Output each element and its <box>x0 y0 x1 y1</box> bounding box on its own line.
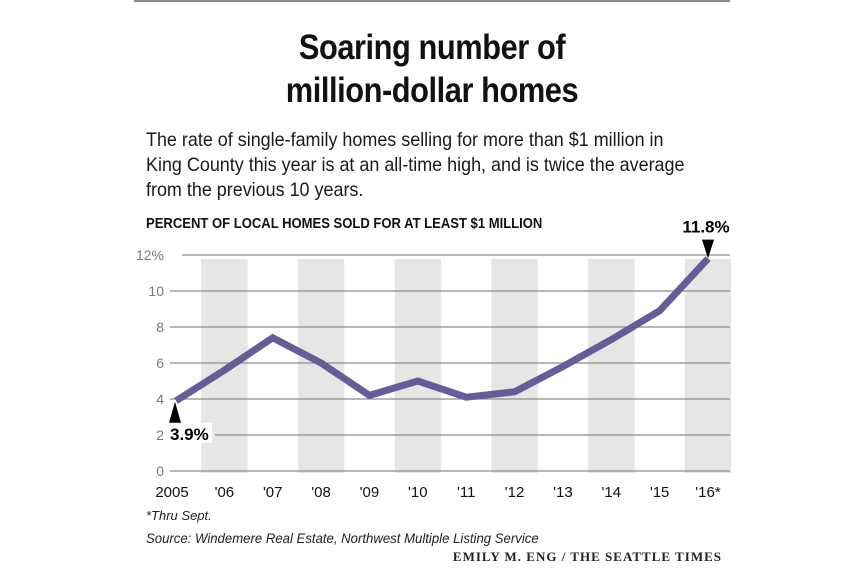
x-tick-label: '13 <box>553 484 573 501</box>
x-tick-label: '15 <box>650 484 670 501</box>
top-rule <box>134 0 730 2</box>
title-line-1: Soaring number of <box>298 28 566 67</box>
source-note: Source: Windemere Real Estate, Northwest… <box>146 530 539 546</box>
x-tick-label: '07 <box>263 484 283 501</box>
y-tick-label: 0 <box>156 463 164 479</box>
column-band <box>684 259 732 473</box>
x-tick-label: '09 <box>360 484 380 501</box>
column-band <box>394 259 442 473</box>
column-band <box>491 259 538 473</box>
x-tick-label: '11 <box>457 484 475 501</box>
column-band <box>588 259 635 473</box>
y-tick-label: 10 <box>148 283 164 299</box>
footnote: *Thru Sept. <box>146 508 212 523</box>
x-tick-label: '06 <box>215 484 235 501</box>
series-line <box>174 256 711 404</box>
x-tick-label: '08 <box>311 484 331 501</box>
annotation-label: 3.9% <box>170 425 209 444</box>
pointer-arrow-icon <box>702 239 714 259</box>
x-tick-label: '12 <box>505 484 525 501</box>
x-tick-label: '16* <box>695 484 721 501</box>
x-tick-label: '14 <box>601 484 621 501</box>
page-title: Soaring number of million-dollar homes <box>170 26 694 112</box>
y-tick-label: 12% <box>136 247 164 263</box>
x-tick-label: 2005 <box>155 484 188 501</box>
y-tick-label: 2 <box>156 427 164 443</box>
annotation-bg <box>168 422 212 443</box>
title-line-2: million-dollar homes <box>285 71 579 110</box>
pointer-arrow-icon <box>169 401 181 423</box>
subtitle: The rate of single-family homes selling … <box>146 129 685 201</box>
x-tick-label: '10 <box>408 484 428 501</box>
y-tick-label: 4 <box>156 391 164 407</box>
chart-title: PERCENT OF LOCAL HOMES SOLD FOR AT LEAST… <box>146 216 543 232</box>
y-tick-label: 8 <box>156 319 164 335</box>
credit: EMILY M. ENG / THE SEATTLE TIMES <box>452 549 722 564</box>
annotation-label: 11.8% <box>682 218 729 237</box>
y-tick-label: 6 <box>156 355 164 371</box>
